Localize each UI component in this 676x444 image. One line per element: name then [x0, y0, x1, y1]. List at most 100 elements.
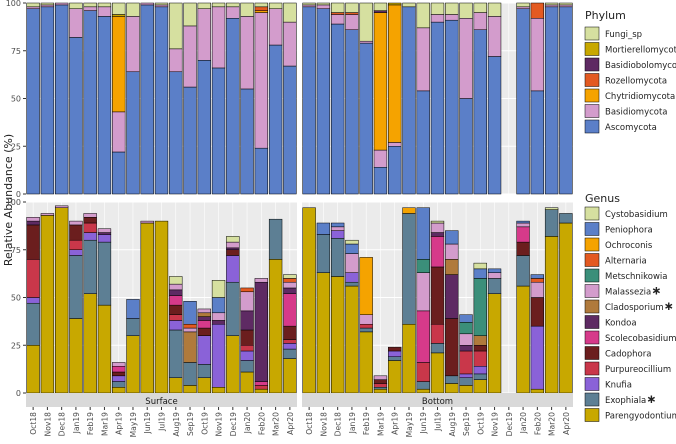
bar-segment-genus-bottom-6-parengyodontium: [388, 360, 402, 394]
y-tick-label: 0: [16, 389, 21, 398]
bar-segment-genus-surface-14-parengyodontium: [226, 335, 240, 394]
bar-segment-genus-bottom-16-knufia: [530, 325, 545, 390]
bar-segment-phylum-bottom-2-ascomycota: [330, 23, 345, 195]
bar-segment-phylum-bottom-6-chytridiomycota: [388, 4, 402, 143]
bar-segment-phylum-bottom-1-ascomycota: [316, 8, 331, 195]
bar-segment-genus-surface-7-exophiala: [126, 318, 140, 336]
bar-segment-genus-bottom-8-parengyodontium: [416, 388, 430, 394]
bar-segment-phylum-surface-7-fungi-sp: [126, 2, 140, 17]
legend-label-metschnikowia: Metschnikowia: [605, 272, 667, 282]
phylum-legend-title: Phylum: [585, 9, 626, 22]
bar-segment-genus-bottom-5-purpureocillium: [373, 383, 388, 388]
bar-segment-phylum-bottom-17-fungi-sp: [544, 2, 559, 6]
genus-surface-bars: [26, 205, 297, 394]
bar-segment-genus-surface-12-cadophora: [197, 327, 211, 336]
legend-swatch-exophiala: [584, 392, 600, 407]
bar-segment-genus-surface-11-parengyodontium: [183, 385, 197, 394]
x-tick-label-bottom: Oct18: [305, 412, 314, 435]
bar-segment-genus-bottom-16-alternaria: [530, 278, 545, 283]
y-tick-label: 25: [11, 341, 21, 350]
bar-segment-genus-bottom-15-cadophora: [516, 241, 530, 256]
legend-label-cystobasidium: Cystobasidium: [605, 210, 668, 220]
bar-segment-genus-surface-18-scolecobasidium: [283, 293, 297, 327]
bar-segment-genus-bottom-10-peniophora: [445, 230, 459, 245]
bar-segment-genus-surface-14-knufia: [226, 255, 240, 283]
legend-swatch-malassezia: [584, 284, 600, 298]
bar-segment-genus-surface-9-parengyodontium: [154, 220, 169, 394]
bar-segment-genus-surface-15-kondoa: [240, 310, 254, 331]
bar-segment-genus-surface-10-kondoa: [169, 289, 183, 296]
legend-star-icon: ∗: [664, 299, 674, 313]
bar-segment-genus-surface-14-cadophora: [226, 249, 240, 256]
bar-segment-genus-bottom-5-cadophora: [373, 379, 388, 384]
bar-segment-phylum-surface-4-basidiomycota: [83, 6, 97, 11]
bar-segment-genus-surface-17-parengyodontium: [268, 259, 283, 394]
bar-segment-genus-bottom-11-kondoa: [459, 345, 473, 352]
bar-segment-genus-surface-12-knufia: [197, 335, 211, 365]
bar-segment-phylum-bottom-5-ascomycota: [373, 167, 388, 195]
x-tick-label-surface: Feb20: [257, 412, 266, 435]
y-tick-label: 50: [11, 95, 21, 104]
bar-segment-phylum-surface-8-ascomycota: [140, 4, 154, 195]
bar-segment-genus-surface-18-kondoa: [283, 287, 297, 294]
bar-segment-phylum-bottom-12-ascomycota: [473, 29, 487, 195]
legend-swatch-cystobasidium: [584, 206, 600, 221]
strip-bottom-label: Bottom: [422, 397, 453, 407]
legend-swatch-kondoa: [584, 315, 600, 329]
bar-segment-genus-surface-16-parengyodontium: [254, 388, 269, 394]
legend-star-icon: ∗: [646, 392, 656, 406]
bar-segment-genus-bottom-2-knufia: [330, 230, 345, 239]
bar-segment-genus-surface-18-purpureocillium: [283, 339, 297, 344]
bar-segment-phylum-bottom-16-rozellomycota: [530, 2, 545, 19]
x-tick-label-bottom: Jun19: [419, 412, 428, 435]
bar-segment-genus-bottom-12-cystobasidium: [473, 262, 487, 270]
legend-label-scolecobasidium: Scolecobasidium: [605, 334, 676, 344]
y-tick-label: 25: [11, 142, 21, 151]
bar-segment-phylum-surface-1-fungi-sp: [40, 2, 55, 6]
bar-segment-phylum-bottom-2-rozellomycota: [330, 12, 345, 15]
bar-segment-genus-bottom-15-exophiala: [516, 255, 530, 287]
bar-segment-phylum-bottom-0-ascomycota: [302, 6, 316, 195]
legend-label-cadophora: Cadophora: [605, 350, 651, 360]
bar-segment-genus-bottom-10-cladosporium: [445, 259, 459, 275]
x-tick-label-bottom: Apr19: [391, 412, 400, 435]
bar-segment-genus-bottom-12-cadophora: [473, 345, 487, 352]
bar-segment-genus-surface-18-exophiala: [283, 348, 297, 359]
bar-segment-genus-surface-18-knufia: [283, 343, 297, 350]
bar-segment-genus-surface-14-exophiala: [226, 281, 240, 336]
bar-segment-genus-bottom-2-malassezia: [330, 226, 345, 231]
bar-segment-phylum-bottom-15-fungi-sp: [516, 2, 530, 8]
bar-segment-genus-surface-18-cadophora: [283, 325, 297, 340]
bar-segment-phylum-surface-18-fungi-sp: [283, 2, 297, 23]
bar-segment-genus-surface-0-cadophora: [26, 224, 40, 260]
strip-surface: [26, 393, 297, 407]
legend-swatch-ochroconis: [584, 237, 600, 252]
legend-swatch-parengyodontium: [584, 408, 600, 422]
bar-segment-genus-surface-1-parengyodontium: [40, 215, 55, 394]
bar-segment-phylum-bottom-5-basidiobolomycota: [373, 10, 388, 13]
legend-label-purpureocillium: Purpureocillium: [605, 365, 671, 375]
bar-segment-phylum-surface-4-fungi-sp: [83, 2, 97, 8]
bar-segment-phylum-surface-6-ascomycota: [112, 151, 126, 195]
bar-segment-phylum-surface-2-ascomycota: [54, 4, 69, 195]
bar-segment-phylum-bottom-15-basidiomycota: [516, 6, 530, 9]
legend-swatch-cadophora: [584, 346, 600, 360]
x-tick-label-bottom: Dec18: [334, 412, 343, 437]
bar-segment-genus-surface-1-malassezia: [40, 213, 55, 216]
bar-segment-genus-bottom-7-parengyodontium: [402, 323, 416, 394]
bar-segment-genus-surface-8-malassezia: [140, 220, 154, 224]
bar-segment-genus-bottom-11-peniophora: [459, 314, 473, 323]
bar-segment-phylum-surface-3-basidiomycota: [69, 8, 83, 38]
bar-segment-phylum-surface-15-ascomycota: [240, 88, 254, 195]
bar-segment-genus-bottom-13-exophiala: [487, 278, 502, 294]
x-tick-label-bottom: Feb20: [533, 412, 542, 435]
bar-segment-genus-surface-14-cystobasidium: [226, 236, 240, 243]
bar-segment-phylum-bottom-1-fungi-sp: [316, 2, 331, 6]
legend-star-icon: ∗: [651, 284, 661, 298]
bar-segment-genus-bottom-10-exophiala: [445, 375, 459, 384]
legend-label-basidiobolomycota: Basidiobolomycota: [605, 61, 676, 71]
bar-segment-phylum-bottom-7-fungi-sp: [402, 2, 416, 8]
bar-segment-genus-surface-14-malassezia: [226, 241, 240, 249]
bar-segment-genus-surface-10-knufia: [169, 320, 183, 331]
